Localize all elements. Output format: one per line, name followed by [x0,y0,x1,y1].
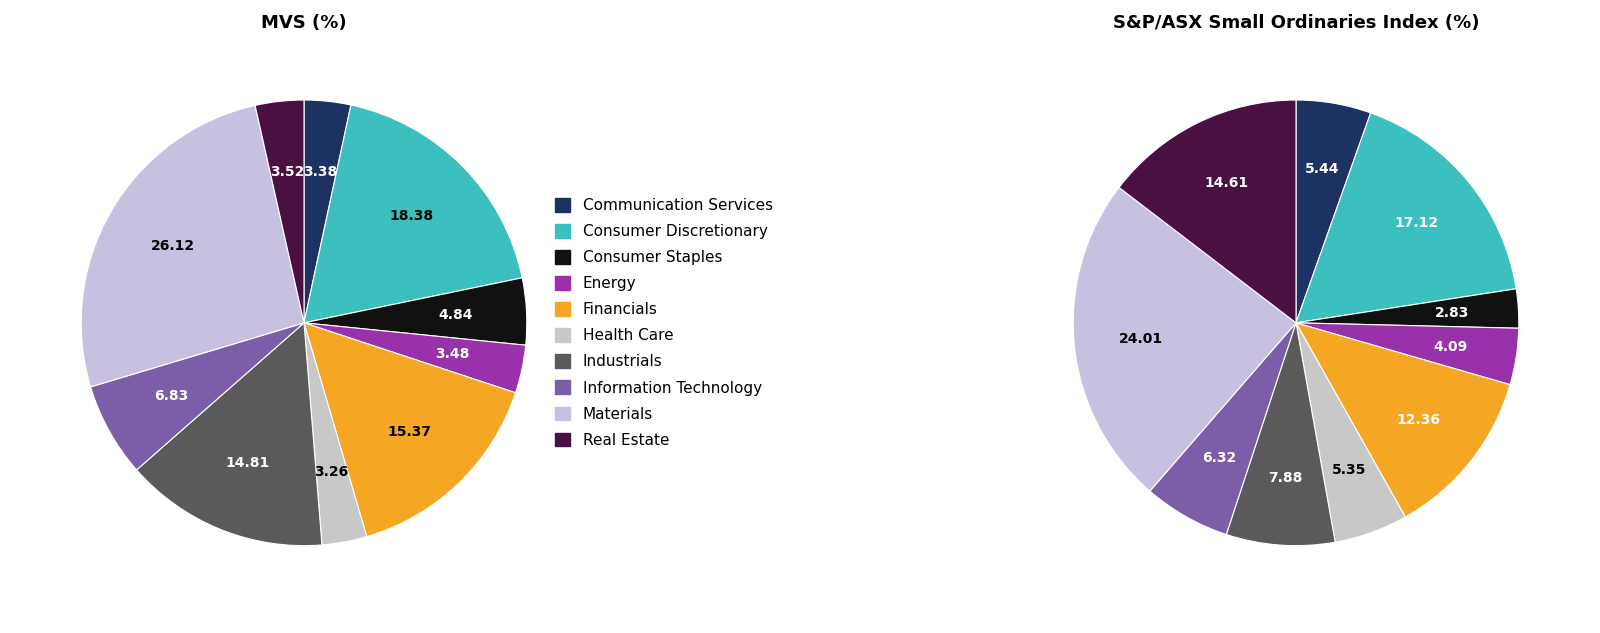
Wedge shape [254,100,304,323]
Title: S&P/ASX Small Ordinaries Index (%): S&P/ASX Small Ordinaries Index (%) [1112,14,1480,32]
Wedge shape [1296,100,1371,323]
Text: 15.37: 15.37 [387,425,432,439]
Wedge shape [304,323,526,393]
Text: 2.83: 2.83 [1435,306,1469,320]
Text: 6.83: 6.83 [154,389,189,403]
Text: 5.44: 5.44 [1306,162,1339,176]
Wedge shape [136,323,322,546]
Text: 3.38: 3.38 [302,165,338,179]
Wedge shape [1296,113,1517,323]
Text: 26.12: 26.12 [150,239,195,253]
Wedge shape [304,323,366,545]
Wedge shape [1118,100,1296,323]
Title: MVS (%): MVS (%) [261,14,347,32]
Wedge shape [1296,323,1510,517]
Wedge shape [82,106,304,387]
Wedge shape [304,105,522,323]
Text: 7.88: 7.88 [1267,472,1302,486]
Text: 5.35: 5.35 [1331,463,1366,477]
Text: 3.48: 3.48 [435,348,469,361]
Wedge shape [1296,323,1405,542]
Wedge shape [91,323,304,470]
Text: 24.01: 24.01 [1118,332,1163,346]
Text: 14.81: 14.81 [226,456,269,470]
Wedge shape [1074,187,1296,491]
Wedge shape [1296,289,1518,329]
Text: 14.61: 14.61 [1205,176,1250,190]
Legend: Communication Services, Consumer Discretionary, Consumer Staples, Energy, Financ: Communication Services, Consumer Discret… [555,198,773,448]
Text: 18.38: 18.38 [389,209,434,223]
Text: 3.52: 3.52 [270,165,304,179]
Text: 4.84: 4.84 [438,308,472,322]
Text: 17.12: 17.12 [1394,216,1438,230]
Text: 6.32: 6.32 [1202,451,1237,465]
Text: 3.26: 3.26 [315,465,349,479]
Wedge shape [304,323,515,537]
Wedge shape [304,278,526,345]
Wedge shape [1226,323,1336,546]
Wedge shape [1150,323,1296,534]
Text: 12.36: 12.36 [1397,413,1440,427]
Text: 4.09: 4.09 [1434,339,1467,354]
Wedge shape [304,100,350,323]
Wedge shape [1296,323,1518,385]
